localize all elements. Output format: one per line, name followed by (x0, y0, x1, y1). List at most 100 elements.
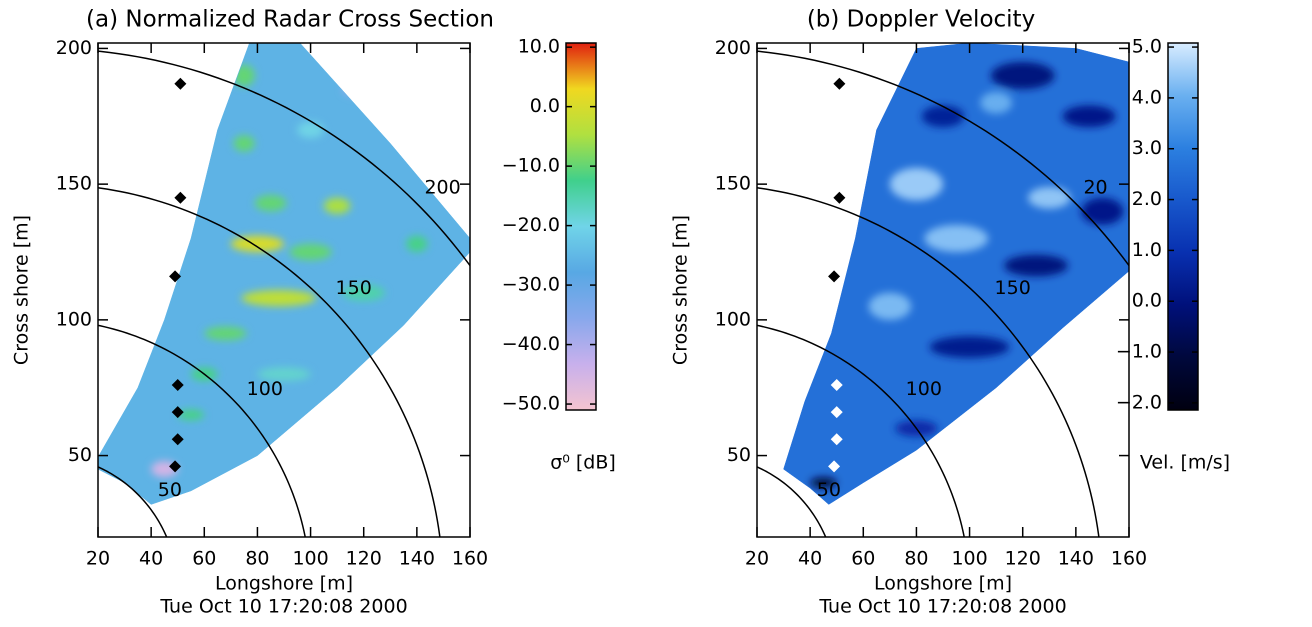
marker (169, 460, 182, 473)
range-ring (98, 187, 441, 537)
range-ring (98, 50, 470, 267)
x-tick-label: 160 (452, 548, 488, 570)
range-ring-label: 50 (158, 479, 182, 501)
x-tick-label: 160 (1111, 548, 1147, 570)
image-feature (980, 91, 1013, 114)
x-tick-label: 100 (292, 548, 328, 570)
x-tick-label: 40 (139, 548, 163, 570)
footer-date: Tue Oct 10 17:20:08 2000 (159, 596, 407, 618)
range-ring-label: 20 (1083, 176, 1107, 198)
plot-area: 50 100 150 20 (757, 43, 1129, 537)
colorbar-tick-label: 1.0 (1132, 239, 1162, 261)
image-feature (810, 477, 837, 489)
image-feature (342, 81, 385, 98)
range-ring (757, 324, 965, 537)
range-ring (98, 466, 168, 537)
coverage-outline (783, 43, 1129, 505)
y-tick-label: 200 (715, 37, 751, 59)
x-tick-label: 80 (245, 548, 269, 570)
range-ring-label: 100 (906, 378, 942, 400)
image-feature (297, 121, 324, 138)
range-ring (757, 187, 1100, 537)
marker (828, 270, 841, 283)
marker (171, 406, 184, 419)
range-ring-label: 150 (336, 277, 372, 299)
colorbar-label: σ⁰ [dB] (550, 452, 616, 474)
x-tick-label: 100 (951, 548, 987, 570)
colorbar-tick-label: −20.0 (502, 214, 560, 236)
y-tick-label: 100 (56, 308, 92, 330)
colorbar (565, 42, 597, 411)
colorbar-tick-label: −10.0 (502, 155, 560, 177)
image-feature (323, 197, 351, 215)
image-feature (241, 290, 316, 307)
x-tick-label: 140 (1058, 548, 1094, 570)
image-feature (1062, 105, 1116, 128)
y-tick-label: 50 (68, 444, 92, 466)
marker (830, 433, 843, 446)
marker (833, 191, 846, 204)
colorbar-label: Vel. [m/s] (1140, 452, 1230, 474)
marker (833, 77, 846, 90)
marker (169, 270, 182, 283)
radar-image (783, 43, 1129, 505)
x-axis-label: Longshore [m] (215, 573, 353, 595)
image-background (98, 43, 470, 505)
radar-image (98, 43, 470, 505)
x-tick-label: 120 (1005, 548, 1041, 570)
image-feature (1028, 186, 1071, 209)
range-ring (757, 50, 1129, 267)
x-tick-label: 40 (798, 548, 822, 570)
plot-area: 50 100 150 200 (98, 43, 470, 537)
footer-date: Tue Oct 10 17:20:08 2000 (818, 596, 1066, 618)
colorbar-tick-label: −50.0 (502, 393, 560, 415)
image-feature (257, 367, 311, 381)
y-tick-label: 100 (715, 308, 751, 330)
x-tick-label: 140 (399, 548, 435, 570)
image-feature (204, 326, 247, 341)
y-axis-label: Cross shore [m] (670, 215, 692, 365)
x-axis-label: Longshore [m] (874, 573, 1012, 595)
x-tick-label: 60 (851, 548, 875, 570)
marker (830, 379, 843, 391)
image-feature (889, 167, 944, 201)
colorbar-tick-label: 0.0 (530, 95, 560, 117)
y-tick-label: 150 (715, 173, 751, 195)
colorbar-tick-label: 3.0 (1132, 137, 1162, 159)
marker (174, 191, 187, 204)
axes-frame (756, 42, 1130, 538)
y-tick-label: 150 (56, 173, 92, 195)
colorbar-tick-label: 2.0 (1132, 188, 1162, 210)
range-ring-label: 150 (995, 277, 1031, 299)
colorbar-tick-label: 10.0 (518, 36, 560, 58)
marker (171, 379, 184, 391)
x-tick-label: 120 (346, 548, 382, 570)
y-axis-label: Cross shore [m] (11, 215, 33, 365)
colorbar-tick-label: 0.0 (1132, 290, 1162, 312)
axes-frame (97, 42, 471, 538)
image-feature (177, 409, 205, 421)
colorbar-tick-label: −40.0 (502, 333, 560, 355)
image-feature (924, 224, 989, 252)
image-feature (990, 62, 1055, 90)
image-feature (289, 243, 332, 261)
marker (828, 460, 841, 473)
range-ring-label: 100 (247, 378, 283, 400)
range-ring (98, 324, 306, 537)
image-feature (1004, 254, 1068, 277)
x-tick-label: 20 (86, 548, 110, 570)
coverage-outline (98, 43, 470, 505)
colorbar-tick-label: −1.0 (1116, 341, 1162, 363)
colorbar-tick-label: −30.0 (502, 274, 560, 296)
x-tick-label: 60 (192, 548, 216, 570)
image-feature (868, 292, 912, 320)
chart-title: (b) Doppler Velocity (807, 7, 1035, 33)
marker (830, 406, 843, 419)
image-feature (921, 105, 965, 128)
marker (171, 433, 184, 446)
x-tick-label: 20 (745, 548, 769, 570)
image-feature (929, 336, 1010, 358)
range-ring-label: 50 (817, 479, 841, 501)
y-tick-label: 50 (727, 444, 751, 466)
marker (174, 77, 187, 90)
